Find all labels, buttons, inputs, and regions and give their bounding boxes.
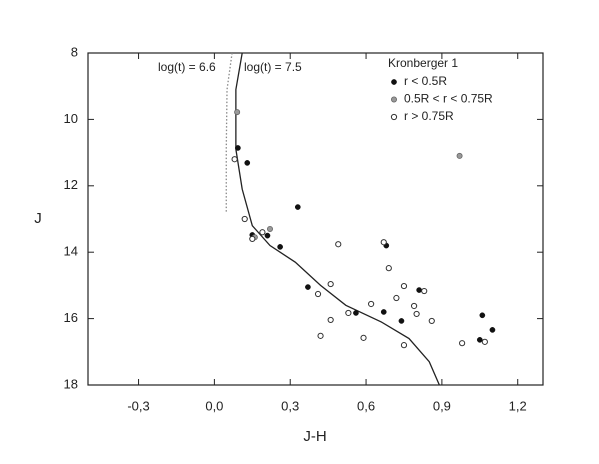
point	[305, 284, 311, 290]
point	[479, 312, 486, 319]
point	[327, 280, 334, 288]
point	[393, 294, 400, 302]
point	[380, 309, 387, 315]
point	[476, 336, 483, 343]
point	[421, 287, 428, 295]
y-tick-label: 12	[64, 177, 78, 192]
point	[241, 215, 248, 223]
point	[380, 239, 387, 246]
point	[231, 156, 238, 163]
point	[456, 152, 463, 159]
x-tick-label: 0,6	[357, 398, 375, 413]
point	[259, 229, 266, 236]
x-axis-label: J-H	[303, 428, 326, 445]
point	[235, 145, 241, 151]
point	[335, 241, 342, 248]
point	[244, 160, 251, 166]
point	[428, 317, 435, 325]
point	[314, 290, 322, 298]
point	[360, 334, 367, 341]
y-tick-label: 16	[64, 310, 78, 325]
point	[317, 332, 324, 339]
y-axis-label: J	[34, 210, 42, 227]
point	[294, 204, 301, 210]
point	[345, 309, 352, 317]
point	[368, 300, 375, 308]
legend-marker	[390, 113, 398, 121]
legend-marker	[390, 96, 397, 103]
point	[277, 244, 283, 250]
x-tick-label: -0,3	[127, 398, 149, 413]
legend-label: r > 0.75R	[404, 109, 454, 123]
y-tick-label: 18	[64, 376, 78, 391]
y-tick-label: 14	[64, 244, 78, 259]
x-tick-label: 1,2	[509, 398, 527, 413]
x-tick-label: 0,9	[433, 398, 451, 413]
point	[416, 287, 422, 293]
point	[481, 338, 488, 345]
isochrone-label: log(t) = 6.6	[158, 60, 216, 74]
x-tick-label: 0,0	[205, 398, 223, 413]
legend-marker	[391, 79, 397, 85]
point	[459, 340, 466, 347]
legend-label: 0.5R < r < 0.75R	[404, 92, 493, 106]
point	[385, 265, 392, 272]
point	[234, 109, 241, 116]
point	[400, 282, 408, 290]
point	[249, 235, 256, 243]
legend-title: Kronberger 1	[388, 56, 458, 70]
y-tick-label: 8	[71, 44, 78, 59]
point	[489, 327, 496, 333]
point	[327, 316, 334, 324]
y-tick-label: 10	[64, 111, 78, 126]
legend-label: r < 0.5R	[404, 74, 447, 88]
point	[266, 225, 273, 232]
isochrone-label: log(t) = 7.5	[244, 60, 302, 74]
point	[410, 302, 418, 310]
point	[400, 342, 408, 349]
isochrone	[225, 52, 233, 213]
point	[264, 232, 271, 239]
point	[398, 318, 405, 324]
point	[353, 310, 359, 316]
plot-frame	[87, 52, 544, 386]
x-tick-label: 0,3	[281, 398, 299, 413]
point	[413, 310, 420, 318]
